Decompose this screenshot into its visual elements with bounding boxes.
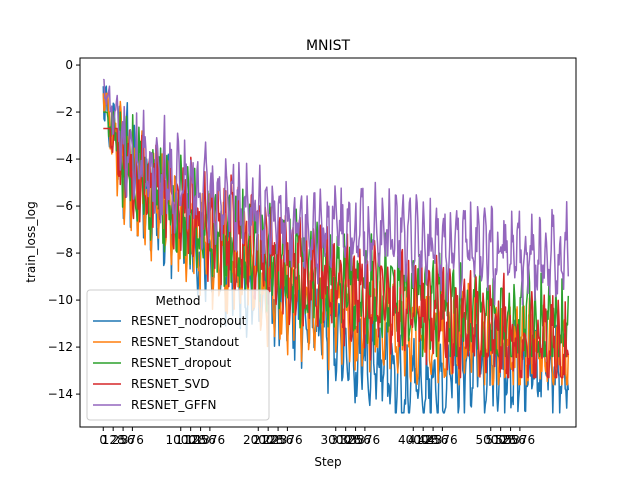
series-line-resnet-standout <box>102 92 570 386</box>
x-tick-label: 3256 <box>340 433 371 447</box>
x-axis-label: Step <box>314 455 341 469</box>
y-axis-label: train_loss_log <box>24 201 38 282</box>
x-tick-label: 376 <box>121 433 144 447</box>
legend-entries: RESNET_nodropout RESNET_Standout RESNET_dr… <box>93 314 247 412</box>
y-tick-label: −6 <box>55 199 73 213</box>
series-line-resnet-svd <box>103 127 570 379</box>
legend-entry-label: RESNET_dropout <box>131 356 232 370</box>
x-tick-label: 2256 <box>263 433 294 447</box>
y-tick-label: 0 <box>65 58 73 72</box>
x-tick-label: 4256 <box>418 433 449 447</box>
y-tick-label: −4 <box>55 152 73 166</box>
legend-title: Method <box>155 294 200 308</box>
x-tick-label: 2128 <box>253 433 284 447</box>
legend-box <box>86 289 270 421</box>
x-tick-label: 0 <box>99 433 107 447</box>
x-tick-label: 128 <box>102 433 125 447</box>
x-tick-label: 5128 <box>485 433 516 447</box>
y-axis: 0 −2 −4 −6 −8 −10 −12 −14 <box>48 58 80 401</box>
x-tick-label: 4000 <box>398 433 429 447</box>
y-tick-label: −10 <box>48 293 73 307</box>
x-tick-label: 4128 <box>408 433 439 447</box>
y-tick-label: −8 <box>55 246 73 260</box>
plot-lines <box>102 78 570 414</box>
chart-title: MNIST <box>306 38 351 54</box>
x-tick-label: 256 <box>112 433 135 447</box>
legend-entry-label: RESNET_nodropout <box>131 314 247 328</box>
plot-frame <box>79 57 577 428</box>
x-tick-label: 1256 <box>185 433 216 447</box>
x-tick-label: 3376 <box>350 433 381 447</box>
x-tick-label: 3000 <box>320 433 351 447</box>
y-tick-label: −14 <box>48 387 73 401</box>
x-tick-label: 5376 <box>505 433 536 447</box>
legend-entry-label: RESNET_Standout <box>131 335 239 349</box>
x-tick-label: 3128 <box>330 433 361 447</box>
x-tick-label: 1376 <box>195 433 226 447</box>
x-tick-label: 1128 <box>175 433 206 447</box>
x-tick-label: 1000 <box>165 433 196 447</box>
legend-entry-label: RESNET_GFFN <box>131 398 217 412</box>
x-tick-label: 4376 <box>427 433 458 447</box>
legend-entry-label: RESNET_SVD <box>131 377 210 391</box>
x-tick-label: 2000 <box>243 433 274 447</box>
series-line-resnet-gffn <box>102 78 570 306</box>
y-tick-label: −2 <box>55 105 73 119</box>
legend: Method RESNET_nodropoutRESNET_StandoutRE… <box>86 289 270 421</box>
x-tick-label: 5000 <box>475 433 506 447</box>
y-tick-label: −12 <box>48 340 73 354</box>
x-tick-label: 2376 <box>272 433 303 447</box>
x-tick-label: 5256 <box>495 433 526 447</box>
